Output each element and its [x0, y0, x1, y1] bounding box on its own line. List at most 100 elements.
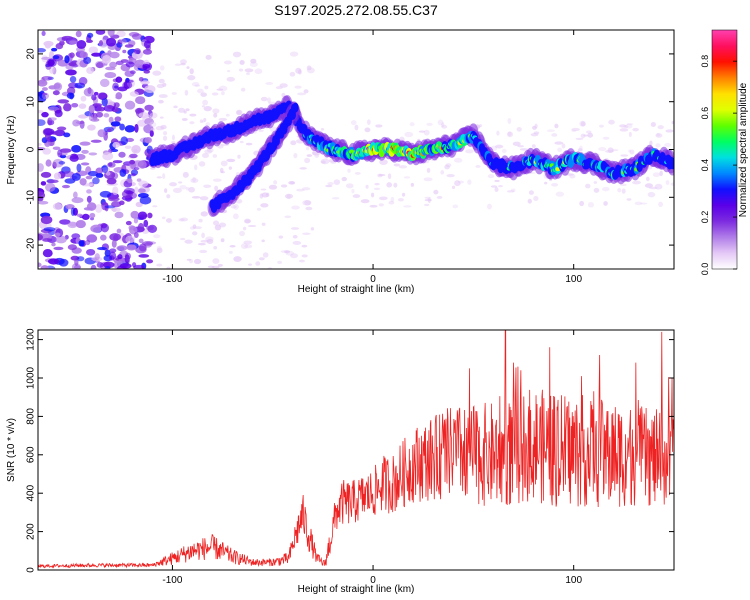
heatmap-noise-cell — [189, 68, 194, 75]
heatmap-noise-cell — [453, 157, 463, 163]
heatmap-noise-cell — [122, 81, 133, 90]
heatmap-noise-cell — [199, 119, 204, 124]
heatmap-noise-cell — [97, 92, 107, 100]
colorbar-label: Normalized spectral amplitude — [738, 82, 749, 217]
heatmap-noise-cell — [149, 112, 158, 119]
heatmap-noise-cell — [178, 107, 186, 113]
heatmap-noise-cell — [423, 129, 430, 136]
spectrogram-y-ticks: -20 -10 0 10 20 — [26, 48, 674, 252]
heatmap-noise-cell — [465, 149, 474, 154]
heatmap-noise-cell — [201, 152, 210, 159]
heatmap-noise-cell — [312, 151, 317, 156]
heatmap-noise-cell — [133, 167, 140, 171]
heatmap-noise-cell — [114, 116, 122, 122]
heatmap-noise-cell — [85, 175, 93, 180]
heatmap-noise-cell — [516, 127, 522, 132]
heatmap-noise-cell — [671, 120, 674, 125]
heatmap-noise-cell — [112, 160, 123, 164]
heatmap-noise-cell — [557, 147, 563, 152]
heatmap-noise-cell — [92, 177, 100, 185]
heatmap-noise-cell — [107, 128, 112, 132]
heatmap-noise-cell — [193, 164, 198, 171]
heatmap-noise-cell — [403, 205, 412, 208]
heatmap-noise-cell — [205, 54, 212, 60]
heatmap-noise-cell — [47, 258, 60, 265]
heatmap-noise-cell — [141, 241, 154, 246]
heatmap-noise-cell — [102, 54, 112, 64]
heatmap-noise-cell — [180, 237, 186, 241]
heatmap-noise-cell — [104, 266, 111, 269]
heatmap-noise-cell — [551, 133, 558, 137]
heatmap-noise-cell — [239, 140, 244, 144]
spectrogram-x-tick-label: -100 — [162, 274, 182, 285]
heatmap-noise-cell — [68, 62, 77, 67]
heatmap-noise-cell — [63, 132, 71, 138]
spectrogram-x-axis-label: Height of straight line (km) — [298, 284, 415, 295]
heatmap-noise-cell — [230, 205, 237, 209]
heatmap-noise-cell — [225, 113, 230, 117]
heatmap-noise-cell — [237, 154, 241, 159]
heatmap-noise-cell — [181, 117, 188, 121]
heatmap-noise-cell — [427, 197, 431, 204]
heatmap-noise-cell — [233, 213, 239, 220]
heatmap-noise-cell — [602, 186, 610, 192]
heatmap-noise-cell — [48, 106, 60, 112]
heatmap-noise-cell — [655, 133, 663, 138]
heatmap-noise-cell — [115, 92, 123, 100]
heatmap-noise-cell — [260, 96, 268, 102]
heatmap-noise-cell — [221, 91, 225, 96]
heatmap-noise-cell — [216, 88, 224, 91]
snr-y-tick-label: 200 — [26, 523, 37, 540]
heatmap-noise-cell — [640, 202, 648, 205]
heatmap-noise-cell — [43, 227, 56, 232]
heatmap-noise-cell — [302, 200, 311, 206]
heatmap-noise-cell — [177, 181, 183, 184]
heatmap-noise-cell — [127, 178, 133, 184]
heatmap-noise-cell — [129, 159, 136, 165]
heatmap-noise-cell — [212, 178, 222, 182]
heatmap-noise-cell — [444, 164, 450, 170]
heatmap-noise-cell — [369, 204, 378, 208]
heatmap-noise-cell — [373, 187, 381, 191]
snr-y-axis-label: SNR (10 * v/v) — [6, 418, 17, 482]
heatmap-noise-cell — [292, 240, 302, 245]
heatmap-noise-cell — [143, 40, 151, 49]
spectrogram-y-tick-label: -10 — [26, 190, 37, 205]
heatmap-noise-cell — [164, 188, 168, 193]
heatmap-noise-cell — [665, 129, 674, 133]
heatmap-noise-cell — [191, 195, 201, 199]
heatmap-noise-cell — [119, 123, 125, 131]
heatmap-noise-cell — [156, 247, 163, 254]
heatmap-noise-cell — [212, 108, 220, 114]
heatmap-noise-cell — [280, 184, 288, 188]
heatmap-noise-cell — [579, 120, 586, 127]
heatmap-noise-cell — [160, 124, 167, 130]
heatmap-noise-cell — [38, 163, 44, 172]
heatmap-noise-cell — [129, 153, 138, 159]
spectrogram-x-tick-label: 100 — [565, 274, 582, 285]
heatmap-noise-cell — [228, 166, 233, 170]
heatmap-noise-cell — [156, 263, 163, 267]
heatmap-noise-cell — [40, 181, 47, 186]
heatmap-noise-cell — [290, 140, 297, 146]
heatmap-noise-cell — [423, 177, 433, 182]
heatmap-noise-cell — [551, 182, 559, 187]
heatmap-noise-cell — [108, 197, 120, 202]
heatmap-noise-cell — [199, 249, 208, 254]
heatmap-noise-cell — [426, 122, 433, 126]
heatmap-noise-cell — [71, 247, 82, 254]
heatmap-noise-cell — [658, 201, 663, 208]
heatmap-noise-cell — [239, 230, 245, 237]
heatmap-noise-cell — [45, 182, 56, 192]
heatmap-noise-cell — [649, 140, 653, 146]
heatmap-noise-cell — [620, 154, 629, 157]
heatmap-noise-cell — [169, 182, 177, 187]
heatmap-noise-cell — [90, 139, 102, 143]
heatmap-noise-cell — [189, 113, 197, 117]
heatmap-noise-cell — [186, 66, 190, 69]
heatmap-noise-cell — [133, 217, 139, 224]
heatmap-noise-cell — [86, 195, 92, 203]
heatmap-noise-cell — [197, 242, 206, 246]
heatmap-noise-cell — [40, 215, 53, 225]
